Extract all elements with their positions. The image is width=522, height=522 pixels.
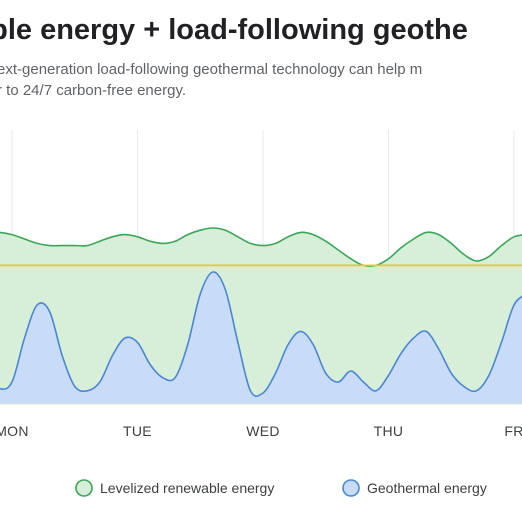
chart-title: able energy + load-following geothe (0, 14, 468, 46)
legend-swatch-1 (75, 479, 93, 497)
x-tick-label-fr: FR (504, 423, 522, 439)
renewable-energy-line (0, 227, 522, 268)
legend-label-2: Geothermal energy (367, 480, 487, 496)
x-tick-label-wed: WED (246, 423, 280, 439)
x-axis-ticks: MON TUE WED THU FR (0, 423, 522, 439)
legend-label-1: Levelized renewable energy (100, 480, 274, 496)
chart-subtitle-line-2: r to 24/7 carbon-free energy. (0, 82, 186, 99)
x-tick-label-thu: THU (374, 423, 404, 439)
geothermal-energy-line (0, 271, 522, 397)
x-tick-label-tue: TUE (123, 423, 152, 439)
legend-item-2: Geothermal energy (342, 479, 487, 497)
chart-subtitle-line-1: ext-generation load-following geothermal… (0, 61, 423, 78)
legend-swatch-2 (342, 479, 360, 497)
x-tick-label-mon: MON (0, 423, 29, 439)
legend-item-1: Levelized renewable energy (75, 479, 274, 497)
